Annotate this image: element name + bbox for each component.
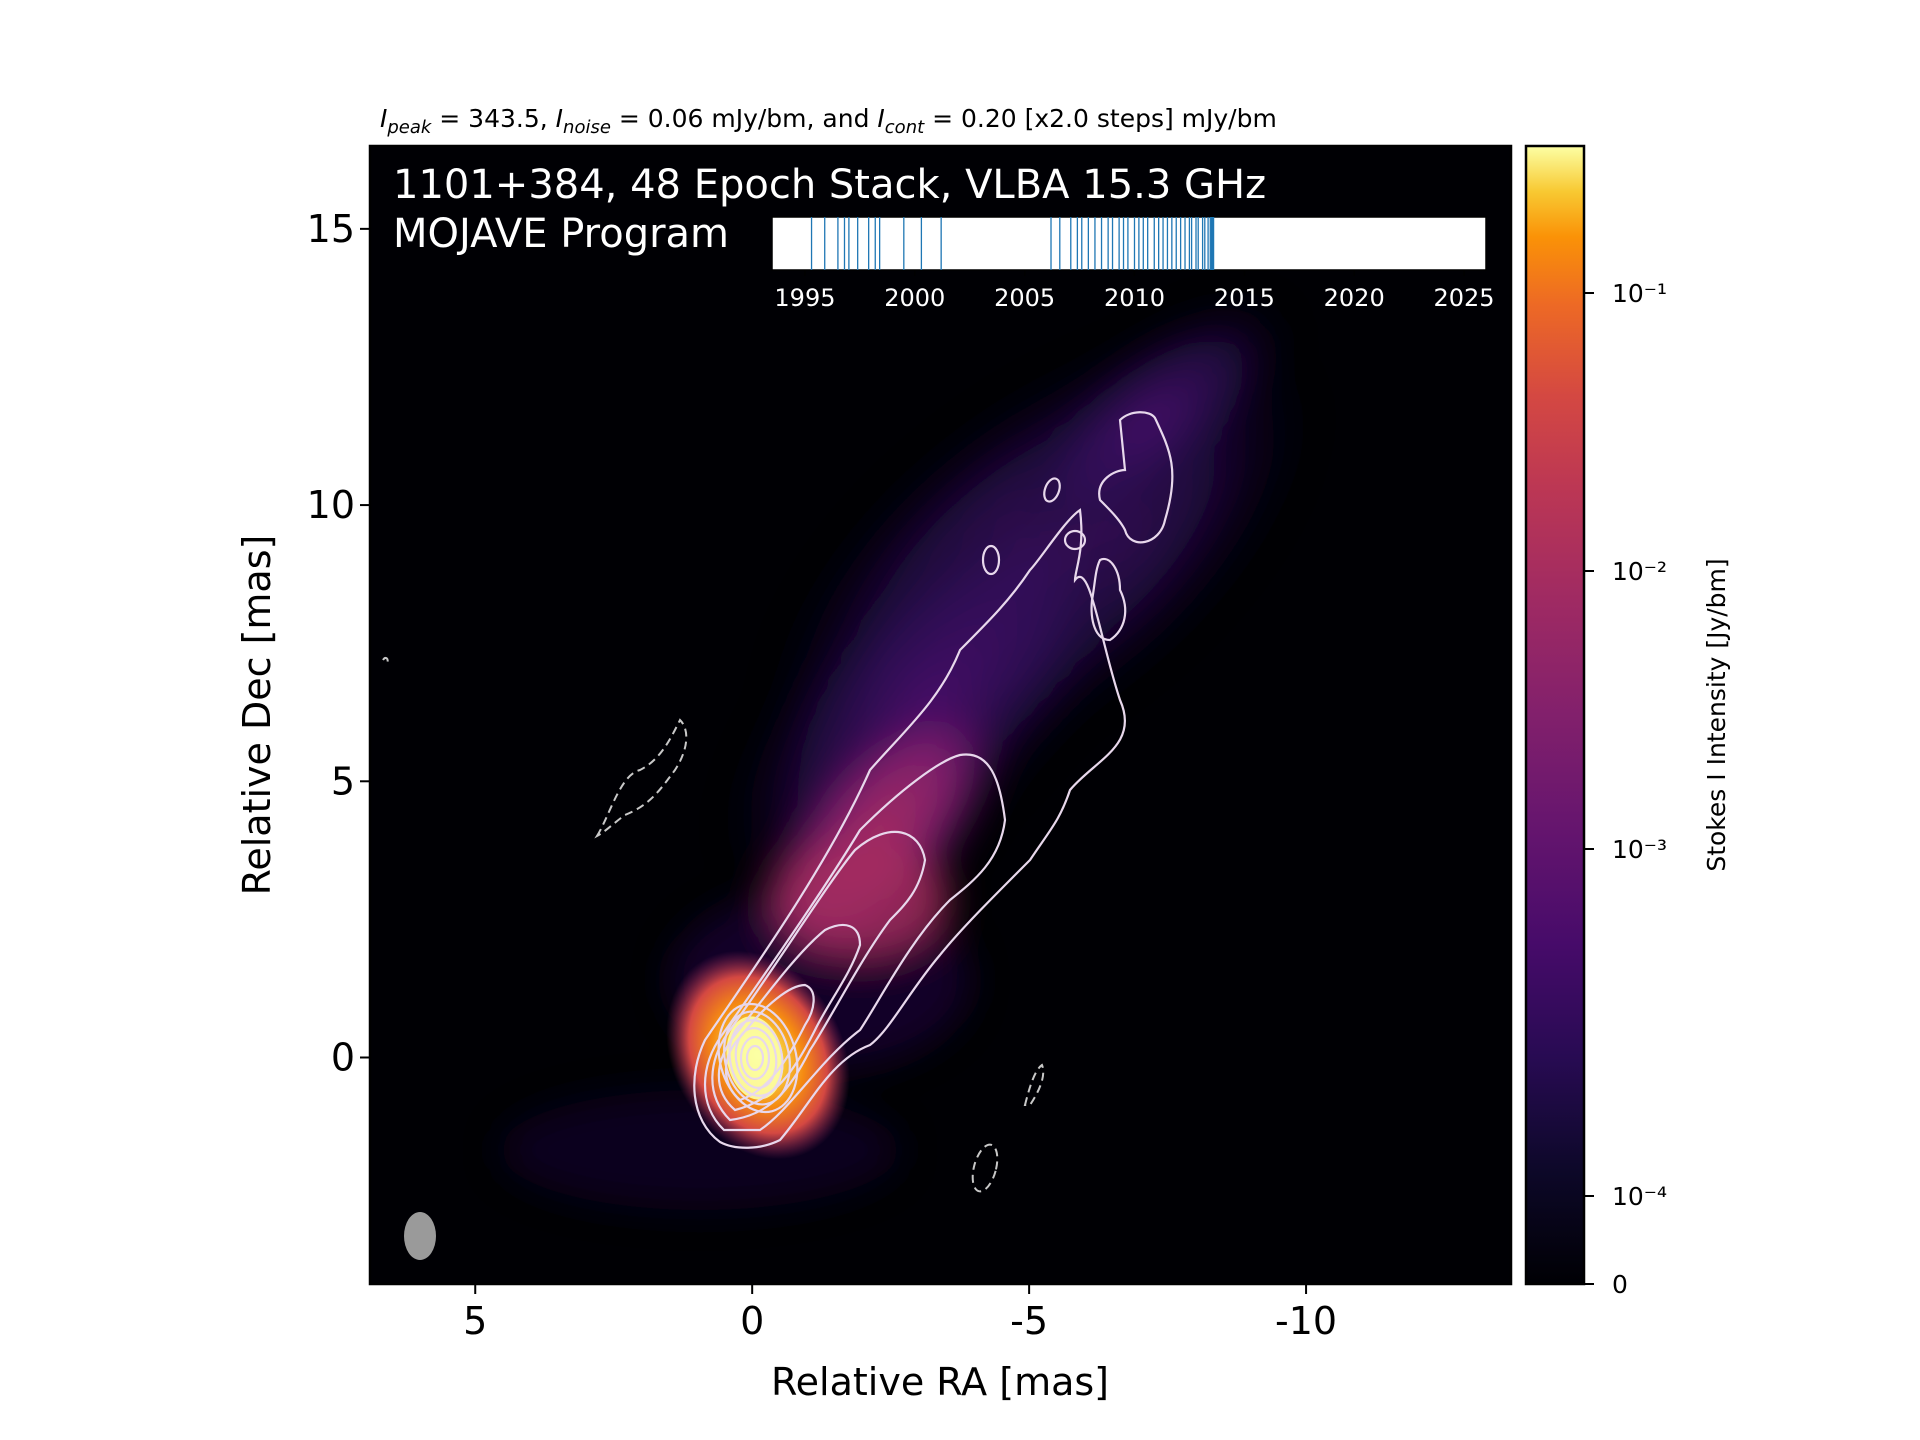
- colorbar-label: Stokes I Intensity [Jy/bm]: [1702, 558, 1731, 871]
- contours: [693, 411, 1174, 1149]
- negative-contours: [382, 656, 1045, 1193]
- restoring-beam: [404, 1212, 436, 1260]
- epoch-tick-label: 1995: [774, 284, 835, 312]
- colorbar-tick-label: 10⁻⁴: [1612, 1182, 1667, 1211]
- epoch-lines: [810, 217, 1215, 270]
- x-axis-label: Relative RA [mas]: [771, 1360, 1109, 1404]
- y-tick-label: 0: [331, 1036, 355, 1080]
- panel-title-line2: MOJAVE Program: [393, 211, 729, 257]
- x-tick-label: -10: [1275, 1299, 1337, 1343]
- x-axis-ticks: 5 0 -5 -10: [463, 1284, 1337, 1343]
- y-axis-ticks: 0 5 10 15: [307, 207, 370, 1080]
- epoch-timeline-box: [771, 216, 1487, 271]
- epoch-tick-label: 2005: [994, 284, 1055, 312]
- y-axis-label: Relative Dec [mas]: [235, 535, 279, 896]
- image-panel: 1101+384, 48 Epoch Stack, VLBA 15.3 GHz …: [235, 144, 1513, 1404]
- colorbar-tick-label: 10⁻¹: [1612, 279, 1667, 308]
- intensity-map: [382, 298, 1309, 1260]
- contour-outer: [693, 508, 1127, 1149]
- colorbar-tick-label: 10⁻³: [1612, 835, 1667, 864]
- epoch-timeline-inset: 1995 2000 2005 2010 2015 2020 2025: [771, 216, 1495, 312]
- epoch-tick-label: 2020: [1324, 284, 1385, 312]
- epoch-tick-label: 2000: [884, 284, 945, 312]
- panel-title-line1: 1101+384, 48 Epoch Stack, VLBA 15.3 GHz: [393, 162, 1266, 208]
- y-tick-label: 10: [307, 483, 355, 527]
- y-tick-label: 15: [307, 207, 355, 251]
- x-tick-label: 5: [463, 1299, 487, 1343]
- colorbar: 10⁻¹ 10⁻² 10⁻³ 10⁻⁴ 0 Stokes I Intensity [Jy…: [1524, 144, 1731, 1299]
- image-frame: [368, 144, 1513, 1286]
- colorbar-tick-label: 10⁻²: [1612, 557, 1667, 586]
- epoch-axis: 1995 2000 2005 2010 2015 2020 2025: [774, 270, 1495, 312]
- x-tick-label: 0: [740, 1299, 764, 1343]
- epoch-tick-label: 2025: [1433, 284, 1494, 312]
- x-tick-label: -5: [1010, 1299, 1048, 1343]
- colorbar-ticks: 10⁻¹ 10⁻² 10⁻³ 10⁻⁴ 0: [1584, 279, 1667, 1299]
- y-tick-label: 5: [331, 759, 355, 803]
- stats-line: Ipeak = 343.5, Inoise = 0.06 mJy/bm, and…: [380, 104, 1277, 138]
- epoch-tick-label: 2010: [1104, 284, 1165, 312]
- colorbar-tick-label: 0: [1612, 1270, 1628, 1299]
- epoch-tick-label: 2015: [1214, 284, 1275, 312]
- colorbar-gradient: [1524, 144, 1586, 1286]
